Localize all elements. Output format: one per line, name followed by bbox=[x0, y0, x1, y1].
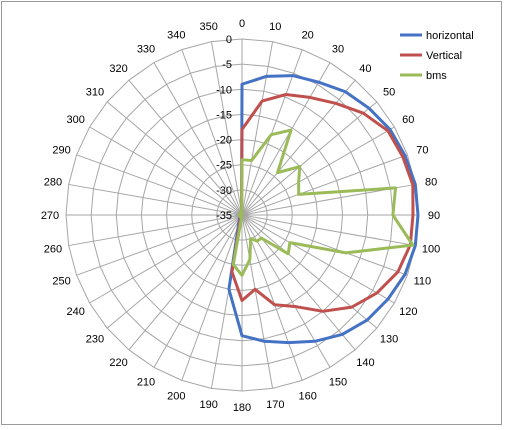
angle-label: 210 bbox=[137, 376, 155, 388]
radial-label-group: 0 -5 -10 -15 -20 -25 -30 -35 bbox=[216, 34, 232, 222]
radial-tick-label: -10 bbox=[216, 84, 232, 96]
radial-tick-label: -25 bbox=[216, 160, 232, 172]
radial-tick-label: -5 bbox=[222, 59, 232, 71]
angle-label: 260 bbox=[44, 243, 62, 255]
grid-spoke bbox=[68, 183, 243, 216]
angle-label: 160 bbox=[299, 390, 317, 402]
grid-spoke bbox=[68, 214, 243, 247]
angle-label: 50 bbox=[383, 87, 395, 99]
grid-spoke bbox=[128, 214, 243, 351]
angle-label: 170 bbox=[266, 399, 284, 411]
grid-spoke bbox=[241, 126, 395, 216]
grid-spoke bbox=[153, 214, 243, 368]
angle-label: 30 bbox=[332, 44, 344, 56]
angle-label: 300 bbox=[67, 114, 85, 126]
radial-tick-label: -30 bbox=[216, 185, 232, 197]
grid-spoke bbox=[241, 214, 395, 304]
angle-label: 150 bbox=[329, 376, 347, 388]
angle-label: 230 bbox=[86, 333, 104, 345]
legend-label: horizontal bbox=[426, 30, 474, 42]
angle-label: 270 bbox=[41, 210, 59, 222]
grid-spoke bbox=[241, 214, 408, 276]
angle-label: 110 bbox=[414, 276, 432, 288]
grid-spoke bbox=[76, 214, 243, 276]
grid-spoke bbox=[241, 214, 274, 389]
radial-tick-label: -15 bbox=[216, 109, 232, 121]
angle-label: 100 bbox=[422, 243, 440, 255]
angle-label: 60 bbox=[402, 114, 414, 126]
angle-label: 310 bbox=[86, 87, 104, 99]
grid-spoke bbox=[241, 214, 303, 381]
radial-tick-label: -20 bbox=[216, 135, 232, 147]
series-line-bms bbox=[231, 128, 415, 277]
angle-label: 130 bbox=[380, 333, 398, 345]
legend: horizontal Vertical bms bbox=[400, 30, 474, 82]
grid-spoke bbox=[181, 49, 243, 216]
grid-spoke bbox=[181, 214, 243, 381]
angle-label: 90 bbox=[428, 210, 440, 222]
grid-spoke bbox=[106, 101, 243, 216]
grid-spoke bbox=[106, 214, 243, 329]
angle-label: 0 bbox=[239, 18, 245, 30]
grid-spoke bbox=[153, 62, 243, 216]
angle-label: 190 bbox=[200, 399, 218, 411]
angle-label: 40 bbox=[359, 63, 371, 75]
angle-label-group: 0 10 20 30 40 50 60 70 80 90 100 110 120 130 140 150 160… bbox=[41, 18, 440, 414]
angle-label: 250 bbox=[52, 276, 70, 288]
series-group bbox=[227, 74, 420, 345]
angle-label: 20 bbox=[302, 30, 314, 42]
angle-label: 320 bbox=[109, 63, 127, 75]
angle-label: 70 bbox=[416, 144, 428, 156]
angle-label: 220 bbox=[109, 357, 127, 369]
grid-spoke bbox=[210, 41, 243, 216]
chart-frame: 0 10 20 30 40 50 60 70 80 90 100 110 120 130 140 150 160… bbox=[1, 1, 502, 425]
radial-tick-label: -35 bbox=[216, 210, 232, 222]
legend-label: bms bbox=[426, 70, 447, 82]
angle-label: 10 bbox=[269, 21, 281, 33]
angle-label: 240 bbox=[67, 306, 85, 318]
angle-label: 280 bbox=[44, 177, 62, 189]
radial-tick-label: 0 bbox=[226, 34, 232, 46]
angle-label: 200 bbox=[167, 390, 185, 402]
angle-label: 350 bbox=[200, 21, 218, 33]
grid-spoke bbox=[241, 62, 331, 216]
grid-spoke bbox=[241, 214, 416, 247]
grid-spoke bbox=[128, 79, 243, 216]
grid-spoke bbox=[76, 154, 243, 216]
legend-label: Vertical bbox=[426, 50, 462, 62]
angle-label: 330 bbox=[137, 44, 155, 56]
grid-spoke bbox=[241, 214, 378, 329]
angle-label: 80 bbox=[425, 177, 437, 189]
angle-label: 290 bbox=[52, 144, 70, 156]
grid-spoke bbox=[241, 154, 408, 216]
angle-label: 340 bbox=[167, 30, 185, 42]
grid-spoke bbox=[241, 41, 274, 216]
grid-spoke bbox=[241, 101, 378, 216]
angle-label: 120 bbox=[399, 306, 417, 318]
angle-label: 180 bbox=[233, 402, 251, 414]
grid-spoke bbox=[241, 49, 303, 216]
grid-spoke bbox=[89, 126, 243, 216]
grid-spoke bbox=[89, 214, 243, 304]
angle-label: 140 bbox=[356, 357, 374, 369]
